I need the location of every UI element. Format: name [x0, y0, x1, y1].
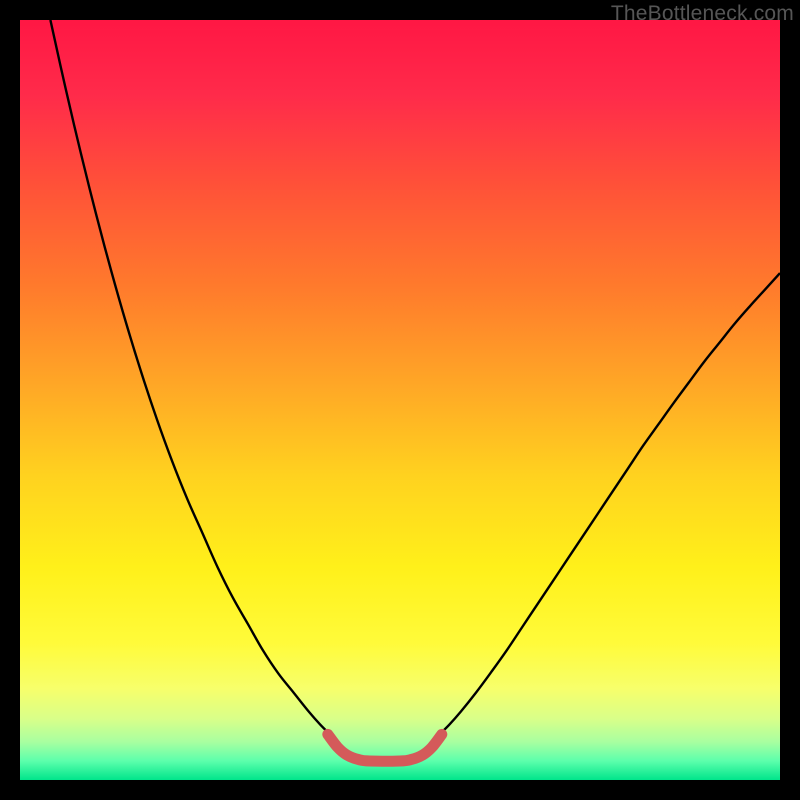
plot-area	[20, 20, 780, 780]
bottleneck-chart	[20, 20, 780, 780]
gradient-background	[20, 20, 780, 780]
chart-container: TheBottleneck.com	[0, 0, 800, 800]
